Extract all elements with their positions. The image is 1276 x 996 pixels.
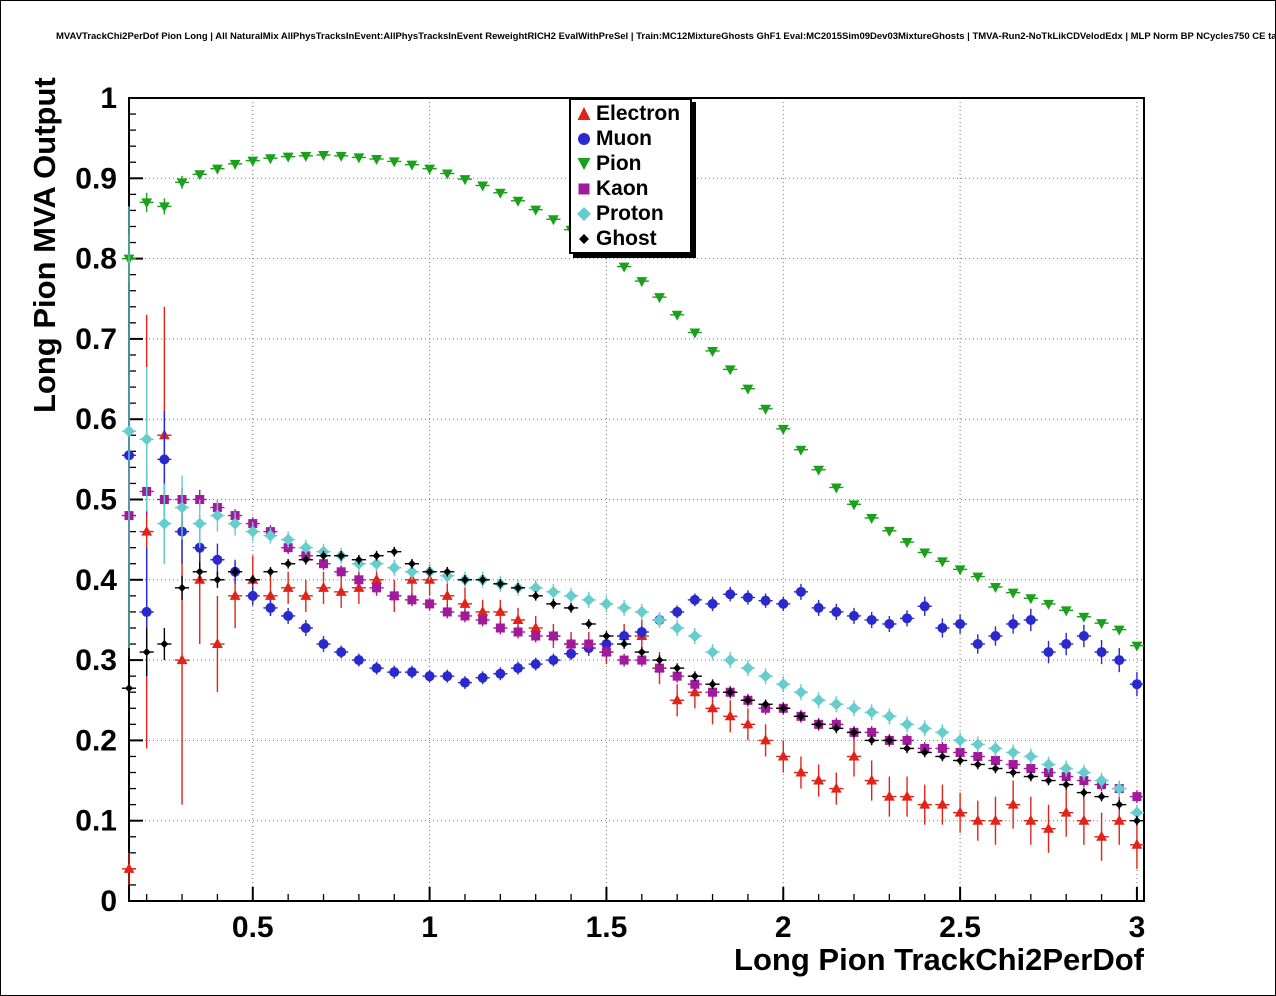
legend: Electron Muon Pion Kaon Proton Ghost bbox=[569, 98, 693, 254]
series-markers-muon bbox=[124, 450, 1142, 690]
x-tick-label: 3 bbox=[1129, 911, 1146, 944]
y-tick-label: 0 bbox=[100, 885, 117, 918]
series-electron bbox=[121, 306, 1144, 885]
x-tick-label: 0.5 bbox=[232, 911, 274, 944]
x-tick-label: 2.5 bbox=[939, 911, 981, 944]
legend-label: Ghost bbox=[596, 226, 657, 250]
legend-item-pion: Pion bbox=[574, 151, 680, 176]
x-tick-label: 1 bbox=[421, 911, 438, 944]
series-ghost bbox=[121, 546, 1144, 826]
plot-title: MVAVTrackChi2PerDof Pion Long | All Natu… bbox=[56, 31, 1276, 42]
electron-triangle-up-icon bbox=[574, 104, 594, 124]
pion-triangle-down-icon bbox=[574, 154, 594, 174]
legend-label: Electron bbox=[596, 101, 681, 125]
y-tick-label: 1 bbox=[100, 82, 117, 115]
y-tick-label: 0.3 bbox=[75, 644, 117, 677]
y-tick-label: 0.5 bbox=[75, 484, 117, 517]
y-tick-label: 0.7 bbox=[75, 323, 117, 356]
proton-diamond-icon bbox=[574, 204, 594, 224]
legend-item-ghost: Ghost bbox=[574, 226, 680, 251]
x-tick-label: 1.5 bbox=[586, 911, 628, 944]
y-tick-label: 0.8 bbox=[75, 243, 117, 276]
legend-label: Muon bbox=[596, 126, 652, 150]
legend-item-muon: Muon bbox=[574, 126, 680, 151]
series-markers-pion bbox=[123, 151, 1143, 652]
series-markers-electron bbox=[123, 429, 1143, 873]
y-tick-label: 0.9 bbox=[75, 162, 117, 195]
ghost-diamond-icon bbox=[574, 229, 594, 249]
y-tick-label: 0.4 bbox=[75, 564, 117, 597]
y-tick-label: 0.6 bbox=[75, 403, 117, 436]
legend-item-kaon: Kaon bbox=[574, 176, 680, 201]
legend-label: Pion bbox=[596, 151, 642, 175]
x-axis-title: Long Pion TrackChi2PerDof bbox=[734, 942, 1144, 977]
series-markers-kaon bbox=[124, 486, 1142, 802]
legend-label: Kaon bbox=[596, 176, 649, 200]
legend-label: Proton bbox=[596, 201, 664, 225]
legend-item-electron: Electron bbox=[574, 101, 680, 126]
tick-labels: 0.5 1 1.5 2 2.5 3 0 0.1 0.2 0.3 0.4 0.5 0.6 0.7 0.8 0.9… bbox=[75, 82, 1145, 944]
y-tick-label: 0.2 bbox=[75, 724, 117, 757]
legend-item-proton: Proton bbox=[574, 201, 680, 226]
series-proton bbox=[121, 206, 1144, 821]
series-markers-proton bbox=[123, 425, 1143, 819]
x-tick-label: 2 bbox=[775, 911, 792, 944]
kaon-square-icon bbox=[574, 179, 594, 199]
muon-circle-icon bbox=[574, 129, 594, 149]
series-markers-ghost bbox=[125, 547, 1141, 825]
y-tick-label: 0.1 bbox=[75, 805, 117, 838]
